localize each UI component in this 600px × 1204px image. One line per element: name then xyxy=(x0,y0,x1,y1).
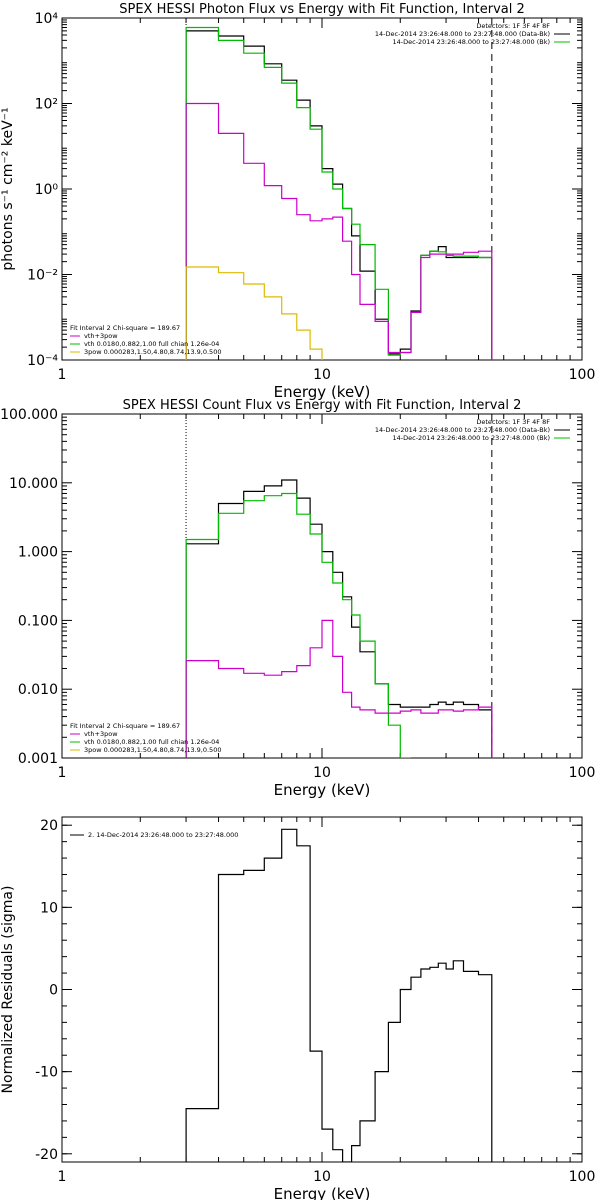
legend-top-entry: Detectors: 1F 3F 4F 8F xyxy=(476,22,550,30)
series-line-2-14-dec-2014-23-26-48-000-to-23-27-48-000 xyxy=(185,828,493,1162)
plot-frame xyxy=(61,413,583,759)
x-tick-label: 10 xyxy=(313,765,331,781)
series-line-3pow xyxy=(185,266,323,360)
y-tick-label: 10⁴ xyxy=(35,11,59,27)
legend-top-entry: 14-Dec-2014 23:26:48.000 to 23:27:48.000… xyxy=(375,30,550,38)
series-group xyxy=(185,828,493,1162)
legend-bottom-entry: Fit Interval 2 Chi-square = 189.67 xyxy=(70,722,180,730)
series-line-vth-3pow xyxy=(185,26,493,360)
y-tick-label: 100.000 xyxy=(0,407,58,423)
legend-top-entry: 14-Dec-2014 23:26:48.000 to 23:27:48.000… xyxy=(393,38,551,46)
photon-flux-panel: 1 10 100 10⁻⁴ 10⁻² 10⁰ 10² 10⁴ SPEX HESSI Photon… xyxy=(0,2,595,401)
x-tick-label: 10 xyxy=(313,1169,331,1185)
legend-bottom-entry: vth+3pow xyxy=(84,730,118,738)
series-line-data-bk xyxy=(185,30,493,360)
y-tick-label: 10⁻⁴ xyxy=(27,353,58,369)
y-tick-label: 10⁻² xyxy=(27,268,58,284)
legend-bottom-entry: Fit Interval 2 Chi-square = 189.67 xyxy=(70,324,180,332)
y-tick-label: 1.000 xyxy=(18,545,58,561)
x-tick-label: 100 xyxy=(569,765,596,781)
y-tick-label: 10.000 xyxy=(9,476,58,492)
legend-bottom-entry: vth 0.0180,0.882,1.00 full chian 1.26e-0… xyxy=(84,340,219,348)
legend-bottom-entry: vth 0.0180,0.882,1.00 full chian 1.26e-0… xyxy=(84,738,219,746)
series-group xyxy=(185,26,493,360)
y-tick-label: 20 xyxy=(40,818,58,834)
y-tick-label: 10⁰ xyxy=(35,182,59,198)
series-line-data-bk xyxy=(185,479,493,758)
legend-top-entry: 14-Dec-2014 23:26:48.000 to 23:27:48.000… xyxy=(375,426,550,434)
x-tick-label: 100 xyxy=(569,1169,596,1185)
y-tick-label: 10² xyxy=(35,97,58,113)
series-group xyxy=(185,479,493,758)
y-tick-label: 0.001 xyxy=(18,751,58,767)
x-tick-label: 1 xyxy=(58,1169,67,1185)
y-tick-label: 10 xyxy=(40,900,58,916)
residuals-panel: 1 10 100 -20 -10 0 10 20 Energy (keV) Normalized … xyxy=(0,816,596,1203)
x-tick-label: 100 xyxy=(569,367,596,383)
legend-bottom-entry: 3pow 0.000283,1.50,4.80,8.74,13.9,0.500 xyxy=(84,348,221,356)
x-tick-label: 1 xyxy=(58,367,67,383)
x-axis-label: Energy (keV) xyxy=(274,781,371,799)
x-axis-label: Energy (keV) xyxy=(274,1185,371,1200)
count-flux-panel: 1 10 100 0.001 0.010 0.100 1.000 10.000 100.000 S… xyxy=(0,398,595,799)
legend-entry: 2. 14-Dec-2014 23:26:48.000 to 23:27:48.… xyxy=(88,831,238,839)
y-tick-label: 0 xyxy=(49,983,58,999)
plot-title: SPEX HESSI Photon Flux vs Energy with Fi… xyxy=(119,2,525,17)
legend-top-entry: Detectors: 1F 3F 4F 8F xyxy=(476,418,550,426)
series-line-bk xyxy=(185,619,493,758)
x-tick-label: 1 xyxy=(58,765,67,781)
y-axis-label: Normalized Residuals (sigma) xyxy=(0,886,16,1094)
legend-top-entry: 14-Dec-2014 23:26:48.000 to 23:27:48.000… xyxy=(393,434,551,442)
y-axis-label: photons s⁻¹ cm⁻² keV⁻¹ xyxy=(0,107,16,270)
y-tick-label: 0.100 xyxy=(18,613,58,629)
x-axis-label: Energy (keV) xyxy=(274,383,371,401)
legend-bottom-entry: 3pow 0.000283,1.50,4.80,8.74,13.9,0.500 xyxy=(84,746,221,754)
legend-bottom-entry: vth+3pow xyxy=(84,332,118,340)
plot-frame xyxy=(61,17,583,361)
x-tick-label: 10 xyxy=(313,367,331,383)
y-tick-label: 0.010 xyxy=(18,682,58,698)
y-tick-label: -20 xyxy=(35,1147,58,1163)
y-tick-label: -10 xyxy=(35,1065,58,1081)
plot-title: SPEX HESSI Count Flux vs Energy with Fit… xyxy=(123,398,522,413)
series-line-vth-3pow xyxy=(185,492,411,758)
series-line-bk xyxy=(185,102,493,360)
